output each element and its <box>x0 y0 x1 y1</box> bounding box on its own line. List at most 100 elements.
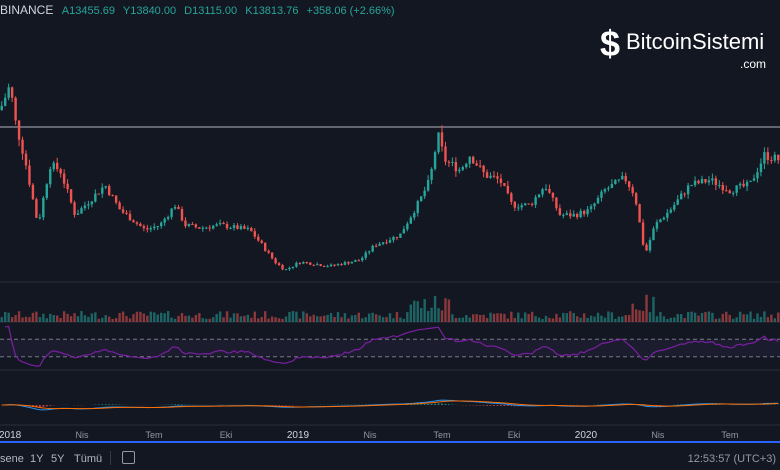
volume-bar <box>361 318 364 322</box>
volume-bar <box>205 318 208 322</box>
candle <box>645 244 648 251</box>
range-1-year-partial[interactable]: sene <box>0 453 24 465</box>
volume-bar <box>277 318 281 322</box>
candle <box>381 242 385 244</box>
candle <box>392 236 395 241</box>
volume-bar <box>354 315 357 322</box>
time-axis-label: 2018 <box>0 430 22 441</box>
range-5y[interactable]: 5Y <box>51 453 65 465</box>
candle <box>232 225 236 228</box>
volume-bar <box>548 317 551 322</box>
volume-bar <box>503 313 506 322</box>
candle <box>444 146 447 162</box>
volume-bar <box>409 304 412 322</box>
candle <box>333 264 336 266</box>
candle <box>378 243 381 246</box>
volume-bar <box>10 317 14 322</box>
volume-bar <box>541 318 544 322</box>
candle <box>465 163 468 168</box>
candle <box>139 223 142 227</box>
volume-bar <box>697 315 700 322</box>
range-1y[interactable]: 1Y <box>30 453 44 465</box>
candle <box>430 168 433 180</box>
candle <box>340 264 343 266</box>
candle <box>160 222 163 227</box>
macd-histogram-bar <box>274 405 277 406</box>
volume-bar <box>87 316 90 322</box>
candle <box>173 206 177 209</box>
volume-bar <box>745 314 749 322</box>
candle <box>125 212 128 214</box>
candle <box>14 97 17 121</box>
candle <box>680 193 683 200</box>
volume-bar <box>641 310 645 322</box>
candle <box>208 227 211 229</box>
candle <box>191 224 194 226</box>
candle <box>52 162 55 170</box>
volume-bar <box>690 311 693 322</box>
volume-bar <box>607 311 610 322</box>
volume-bar <box>624 315 627 322</box>
candle <box>704 178 707 183</box>
volume-bar <box>239 316 243 322</box>
candle <box>582 210 586 215</box>
candle <box>270 252 274 259</box>
calendar-icon[interactable] <box>122 451 135 464</box>
volume-bar <box>108 316 111 322</box>
candle <box>676 199 679 205</box>
volume-bar <box>402 318 406 322</box>
volume-bar <box>270 316 274 322</box>
volume-bar <box>312 314 315 322</box>
volume-bar <box>530 311 534 322</box>
candle <box>298 262 302 264</box>
bitcoin-logo-icon: $ <box>600 23 621 64</box>
macd-histogram-bar <box>174 404 177 405</box>
volume-bar <box>21 317 24 322</box>
candle <box>187 224 191 227</box>
macd-histogram-bar <box>423 404 426 405</box>
volume-bar <box>652 296 655 322</box>
volume-bar <box>596 312 600 322</box>
macd-histogram-bar <box>104 404 107 405</box>
candle <box>250 228 253 232</box>
candle <box>243 226 246 229</box>
macd-histogram-bar <box>680 404 683 405</box>
volume-bar <box>177 315 180 322</box>
candle <box>732 192 735 194</box>
macd-histogram-bar <box>101 404 104 405</box>
macd-histogram-bar <box>645 405 648 407</box>
candle <box>607 187 610 190</box>
macd-histogram-bar <box>441 403 443 405</box>
volume-bar <box>423 299 426 322</box>
volume-bar <box>680 314 683 322</box>
volume-bar <box>371 312 374 322</box>
range-all[interactable]: Tümü <box>74 453 103 465</box>
volume-bar <box>264 311 267 322</box>
volume-bar <box>295 311 298 322</box>
volume-bar <box>232 313 236 322</box>
macd-histogram-bar <box>177 404 180 405</box>
volume-bar <box>711 312 714 322</box>
candle <box>624 175 627 182</box>
candle <box>707 180 711 183</box>
time-axis-label: Nis <box>76 430 89 440</box>
volume-bar <box>83 315 87 322</box>
volume-bar <box>62 311 66 322</box>
volume-bar <box>440 310 444 322</box>
volume-bar <box>52 315 55 322</box>
candle <box>24 153 28 166</box>
candle <box>194 224 198 228</box>
candle <box>121 209 125 213</box>
macd-histogram-bar <box>496 405 499 406</box>
volume-bar <box>610 312 614 322</box>
macd-histogram-bar <box>281 405 284 406</box>
volume-bar <box>187 315 191 322</box>
price-chart[interactable]: 2018 Nis Tem Eki 2019 Nis Tem Eki 2020 Nis Tem <box>0 0 780 446</box>
volume-bar <box>392 318 395 322</box>
volume-bar <box>506 318 510 322</box>
signal-line <box>1 400 779 410</box>
candle <box>90 201 94 205</box>
volume-bar <box>97 318 100 322</box>
volume-bar <box>714 318 718 322</box>
candle <box>322 265 326 267</box>
